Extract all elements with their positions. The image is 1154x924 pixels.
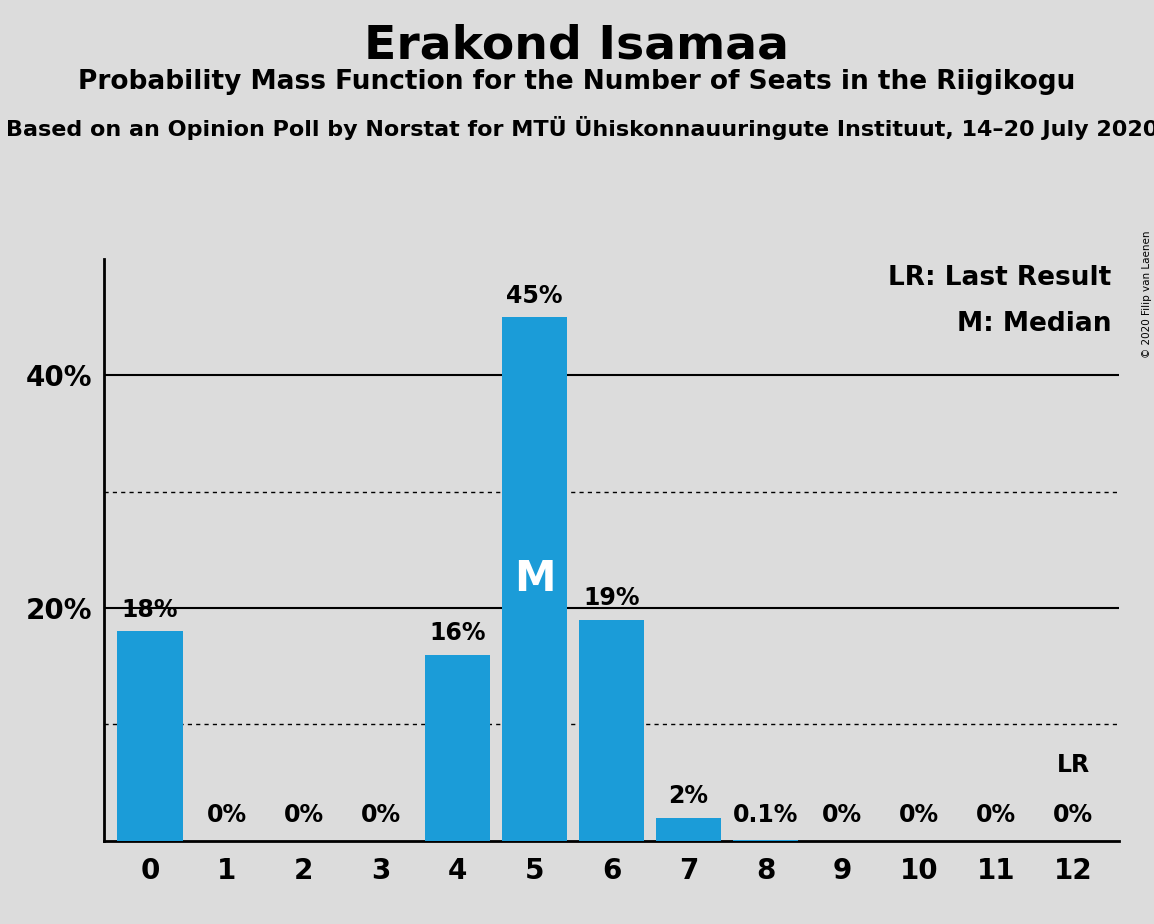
Bar	[118, 631, 182, 841]
Text: 0%: 0%	[976, 803, 1017, 827]
Text: 0%: 0%	[899, 803, 939, 827]
Text: LR: LR	[1057, 753, 1089, 777]
Text: 0%: 0%	[823, 803, 862, 827]
Text: 19%: 19%	[584, 587, 639, 611]
Text: 0%: 0%	[284, 803, 324, 827]
Text: 0.1%: 0.1%	[733, 803, 799, 827]
Text: 18%: 18%	[122, 598, 178, 622]
Bar	[579, 620, 644, 841]
Bar	[733, 840, 799, 841]
Text: 0%: 0%	[361, 803, 400, 827]
Text: 0%: 0%	[207, 803, 247, 827]
Text: M: M	[514, 558, 555, 600]
Text: 0%: 0%	[1054, 803, 1093, 827]
Text: Erakond Isamaa: Erakond Isamaa	[365, 23, 789, 68]
Text: 45%: 45%	[507, 284, 563, 308]
Text: Probability Mass Function for the Number of Seats in the Riigikogu: Probability Mass Function for the Number…	[78, 69, 1076, 95]
Text: © 2020 Filip van Laenen: © 2020 Filip van Laenen	[1141, 231, 1152, 359]
Bar	[425, 654, 490, 841]
Text: 16%: 16%	[429, 621, 486, 645]
Bar	[502, 317, 568, 841]
Text: 2%: 2%	[668, 784, 709, 808]
Text: LR: Last Result: LR: Last Result	[889, 264, 1111, 290]
Bar	[655, 818, 721, 841]
Text: M: Median: M: Median	[957, 311, 1111, 337]
Text: Based on an Opinion Poll by Norstat for MTÜ Ühiskonnauuringute Instituut, 14–20 : Based on an Opinion Poll by Norstat for …	[6, 116, 1154, 140]
